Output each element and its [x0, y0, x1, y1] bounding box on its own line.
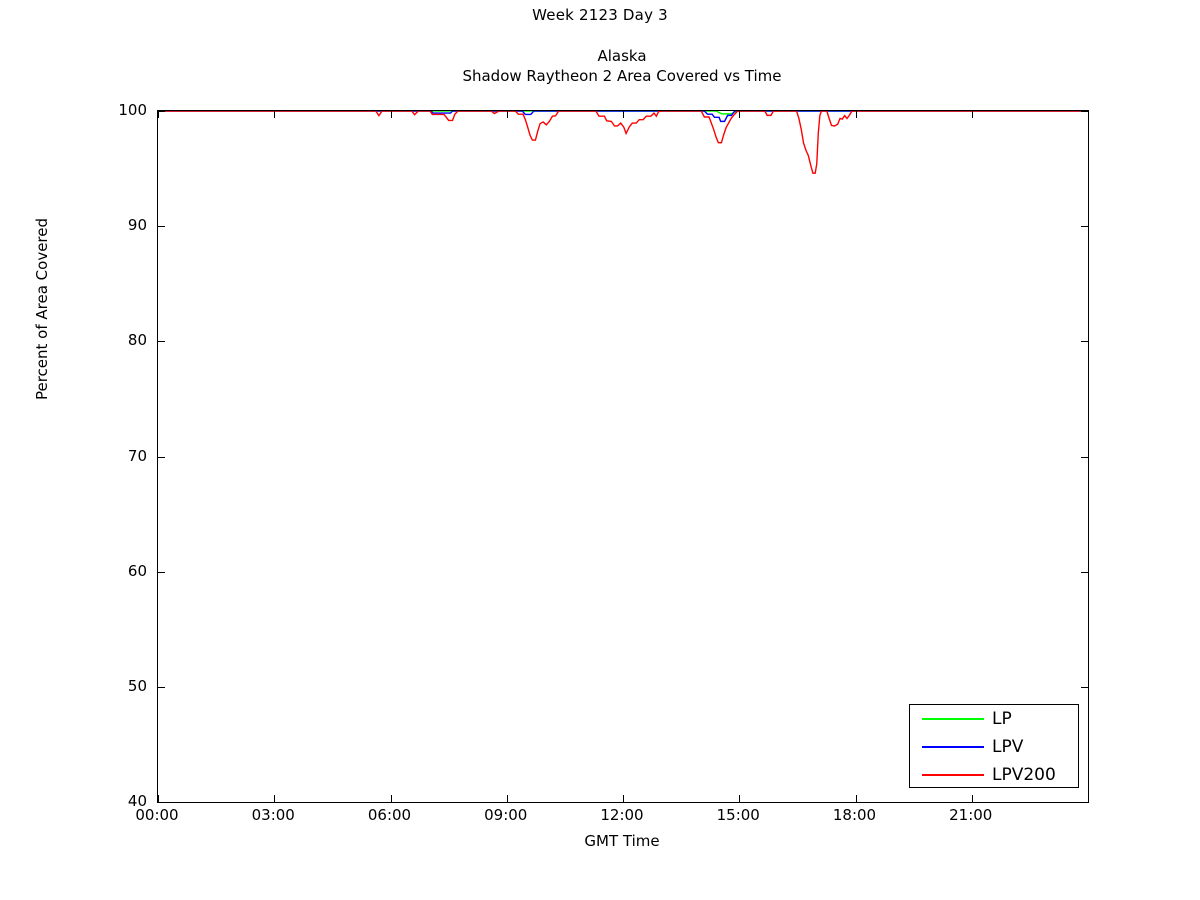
y-tick-mark-right — [1081, 686, 1088, 688]
x-tick-label: 15:00 — [716, 806, 760, 824]
x-tick-mark-top — [274, 111, 276, 118]
axes-title-line-2: Shadow Raytheon 2 Area Covered vs Time — [462, 67, 782, 85]
x-tick-label: 18:00 — [832, 806, 877, 824]
x-tick-mark — [158, 795, 159, 802]
x-tick-label: 12:00 — [600, 806, 644, 824]
x-tick-label: 03:00 — [251, 806, 295, 824]
y-tick-mark — [158, 686, 165, 688]
x-tick-mark — [390, 795, 392, 802]
y-tick-mark-right — [1081, 111, 1088, 112]
series-line-lpv — [158, 111, 1088, 123]
plot-inner — [158, 111, 1088, 802]
x-tick-label: 06:00 — [367, 806, 412, 824]
y-tick-mark — [158, 456, 165, 458]
y-tick-label: 80 — [127, 331, 147, 350]
x-tick-mark — [274, 795, 276, 802]
y-tick-mark-right — [1081, 571, 1088, 573]
y-tick-label: 60 — [127, 561, 147, 580]
x-tick-mark — [855, 795, 857, 802]
y-tick-mark — [158, 802, 165, 803]
x-tick-label: 09:00 — [484, 806, 528, 824]
legend-rows: LP LPV LPV200 — [910, 705, 1078, 789]
figure-suptitle: Week 2123 Day 3 — [532, 6, 668, 24]
y-tick-label: 90 — [127, 216, 147, 235]
axes-title-line-1: Alaska — [597, 47, 647, 65]
legend-label: LPV — [992, 736, 1024, 757]
y-tick-mark — [158, 571, 165, 573]
legend-item-lpv200[interactable]: LPV200 — [910, 761, 1078, 789]
y-tick-mark — [158, 226, 165, 228]
legend-box: LP LPV LPV200 — [909, 704, 1079, 788]
x-tick-mark-top — [971, 111, 973, 118]
legend-swatch-lpv — [922, 746, 984, 748]
y-tick-mark-right — [1081, 802, 1088, 803]
x-tick-mark-top — [623, 111, 624, 118]
legend-label: LP — [992, 708, 1012, 729]
x-tick-mark-top — [506, 111, 508, 118]
x-tick-mark-top — [390, 111, 392, 118]
y-tick-mark-right — [1081, 226, 1088, 228]
y-tick-mark-right — [1081, 341, 1088, 343]
x-tick-mark-top — [158, 111, 159, 118]
y-tick-label: 100 — [118, 101, 147, 119]
x-tick-mark — [739, 795, 741, 802]
legend-item-lp[interactable]: LP — [910, 705, 1078, 733]
x-tick-mark — [971, 795, 973, 802]
y-tick-mark — [158, 341, 165, 343]
axes-title: Alaska Shadow Raytheon 2 Area Covered vs… — [157, 46, 1087, 86]
legend-item-lpv[interactable]: LPV — [910, 733, 1078, 761]
y-axis-label: Percent of Area Covered — [33, 217, 51, 401]
x-axis-label: GMT Time — [584, 832, 660, 850]
legend-swatch-lpv200 — [922, 774, 984, 776]
y-tick-mark — [158, 111, 165, 112]
y-tick-label: 70 — [127, 446, 147, 465]
y-tick-mark-right — [1081, 456, 1088, 458]
x-tick-mark-top — [855, 111, 857, 118]
data-series-canvas — [158, 111, 1088, 174]
x-tick-mark — [506, 795, 508, 802]
y-tick-label: 40 — [127, 792, 147, 810]
x-tick-mark-top — [739, 111, 741, 118]
x-tick-mark — [623, 795, 624, 802]
series-line-lpv200 — [158, 111, 1088, 174]
legend-label: LPV200 — [992, 764, 1056, 785]
series-line-lp — [158, 111, 1088, 115]
legend-swatch-lp — [922, 718, 984, 720]
x-tick-label: 21:00 — [949, 806, 993, 824]
y-tick-label: 50 — [127, 676, 147, 695]
x-tick-label: 00:00 — [135, 806, 179, 824]
plot-area — [157, 110, 1089, 803]
